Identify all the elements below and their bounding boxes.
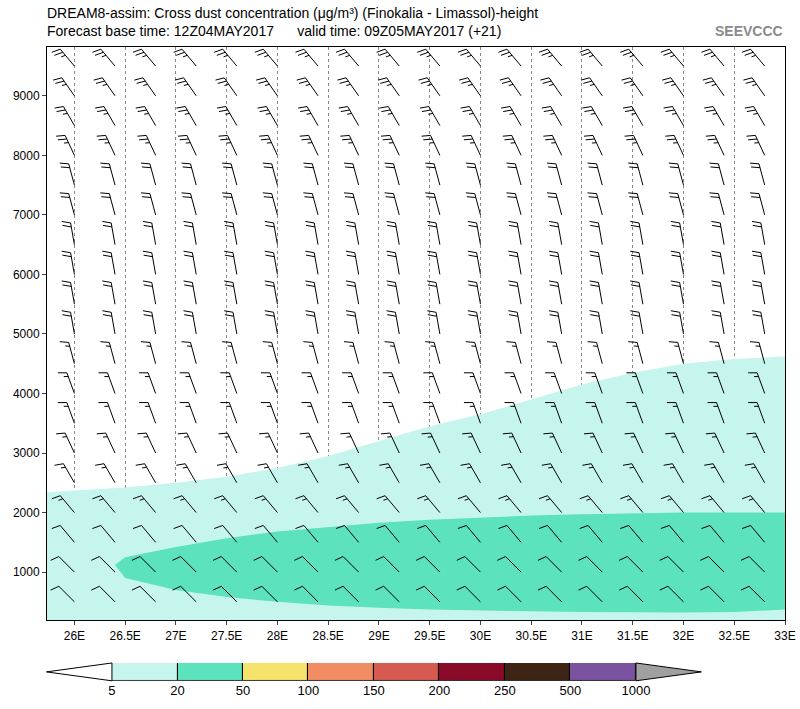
svg-text:3000: 3000 (13, 446, 40, 460)
svg-text:29E: 29E (368, 629, 389, 643)
svg-text:27.5E: 27.5E (211, 629, 242, 643)
svg-text:7000: 7000 (13, 208, 40, 222)
svg-text:32E: 32E (673, 629, 694, 643)
svg-text:26.5E: 26.5E (109, 629, 140, 643)
svg-text:30.5E: 30.5E (516, 629, 547, 643)
svg-text:26E: 26E (64, 629, 85, 643)
svg-text:5: 5 (108, 683, 115, 698)
svg-text:250: 250 (494, 683, 516, 698)
svg-text:6000: 6000 (13, 268, 40, 282)
svg-text:SEEVCCC: SEEVCCC (715, 23, 783, 39)
svg-text:29.5E: 29.5E (414, 629, 445, 643)
svg-text:2000: 2000 (13, 506, 40, 520)
svg-text:8000: 8000 (13, 149, 40, 163)
svg-text:200: 200 (429, 683, 451, 698)
svg-text:1000: 1000 (13, 565, 40, 579)
svg-text:4000: 4000 (13, 387, 40, 401)
svg-text:31.5E: 31.5E (617, 629, 648, 643)
svg-text:27E: 27E (165, 629, 186, 643)
svg-text:28.5E: 28.5E (313, 629, 344, 643)
svg-text:33E: 33E (774, 629, 795, 643)
svg-text:32.5E: 32.5E (719, 629, 750, 643)
svg-text:28E: 28E (267, 629, 288, 643)
svg-text:20: 20 (170, 683, 184, 698)
svg-text:31E: 31E (571, 629, 592, 643)
svg-text:DREAM8-assim: Cross dust conce: DREAM8-assim: Cross dust concentration (… (47, 5, 538, 39)
svg-text:500: 500 (560, 683, 582, 698)
svg-text:150: 150 (363, 683, 385, 698)
svg-text:30E: 30E (470, 629, 491, 643)
svg-text:50: 50 (236, 683, 250, 698)
svg-text:9000: 9000 (13, 89, 40, 103)
svg-text:100: 100 (298, 683, 320, 698)
svg-text:1000: 1000 (621, 683, 650, 698)
svg-text:5000: 5000 (13, 327, 40, 341)
